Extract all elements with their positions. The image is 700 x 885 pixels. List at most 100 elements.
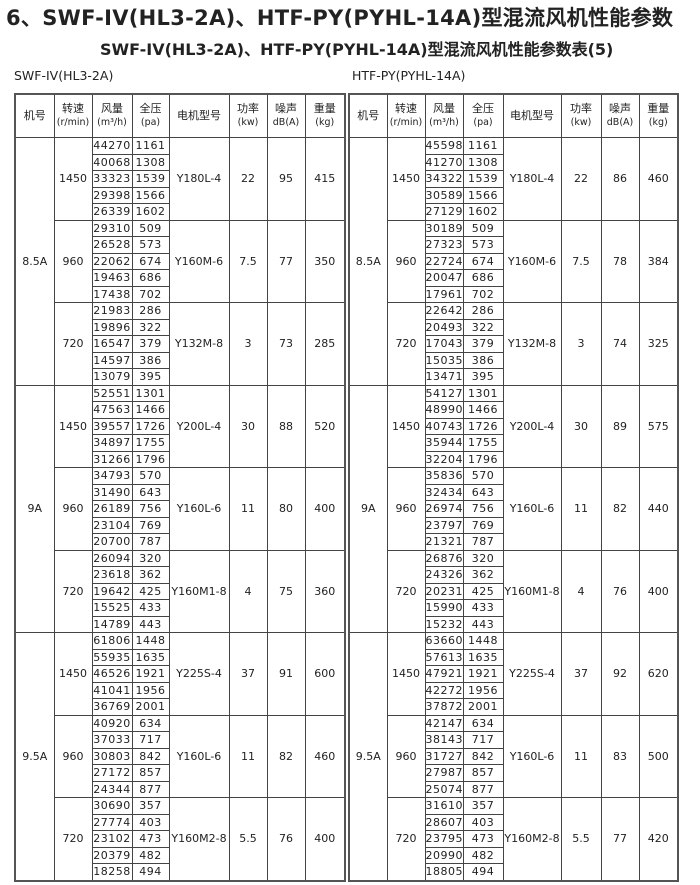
speed-cell: 1450 [53, 137, 93, 221]
airflow-cell: 16547 [91, 335, 133, 353]
header-row: 机号 转速 (r/min) 风量 (m³/h) 全压 (pa) 电机型号 功率 (kw) 噪声 dB(… [14, 93, 346, 138]
fan-model-cell: 9A [14, 384, 55, 633]
header-motor: 电机型号 [168, 93, 230, 138]
header-unit: (kg) [648, 117, 668, 128]
airflow-cell: 45598 [424, 137, 464, 155]
airflow-cell: 23797 [424, 516, 464, 534]
airflow-cell: 31727 [424, 747, 464, 765]
table-row: 14597 386 [15, 351, 345, 369]
motor-cell: Y160M-6 [168, 219, 230, 303]
header-label: 电机型号 [177, 109, 221, 122]
motor-cell: Y160L-6 [502, 714, 562, 798]
airflow-cell: 26339 [91, 203, 133, 221]
noise-cell: 91 [266, 632, 306, 716]
pressure-cell: 1796 [462, 450, 504, 468]
pressure-cell: 1566 [462, 186, 504, 204]
right-table-label: HTF-PY(PYHL-14A) [352, 68, 466, 83]
pressure-cell: 395 [131, 368, 170, 386]
table-row: 26528 573 [15, 236, 345, 254]
pressure-cell: 674 [462, 252, 504, 270]
table-caption: SWF-IV(HL3-2A)、HTF-PY(PYHL-14A)型混流风机性能参数… [100, 40, 614, 59]
page-title: 6、SWF-IV(HL3-2A)、HTF-PY(PYHL-14A)型混流风机性能… [6, 6, 674, 30]
airflow-cell: 57613 [424, 648, 464, 666]
pressure-cell: 509 [131, 219, 170, 237]
header-motor: 电机型号 [502, 93, 562, 138]
airflow-cell: 37033 [91, 731, 133, 749]
pressure-cell: 787 [462, 533, 504, 551]
noise-cell: 77 [266, 219, 306, 303]
table-row: 720 26876 320 Y160M1-8 4 76 400 [349, 549, 679, 633]
speed-cell: 960 [53, 467, 93, 551]
header-unit: (kg) [315, 117, 335, 128]
weight-cell: 415 [304, 137, 346, 221]
airflow-cell: 24326 [424, 566, 464, 584]
pressure-cell: 570 [131, 467, 170, 485]
table-row: 17438 702 [15, 285, 345, 303]
airflow-cell: 48990 [424, 401, 464, 419]
header-noise: 噪声 dB(A) [266, 93, 306, 138]
pressure-cell: 674 [131, 252, 170, 270]
table-row: 30589 1566 [349, 186, 678, 204]
header-power: 功率 (kw) [228, 93, 268, 138]
speed-cell: 960 [386, 714, 426, 798]
power-cell: 22 [560, 137, 602, 221]
speed-cell: 960 [53, 714, 93, 798]
speed-cell: 1450 [386, 384, 426, 468]
pressure-cell: 756 [131, 500, 170, 518]
header-speed: 转速 (r/min) [386, 93, 426, 138]
speed-cell: 720 [386, 302, 426, 386]
pressure-cell: 1161 [131, 137, 170, 155]
motor-cell: Y160M2-8 [502, 797, 562, 881]
pressure-cell: 403 [462, 813, 504, 831]
airflow-cell: 19642 [91, 582, 133, 600]
weight-cell: 325 [638, 302, 679, 386]
airflow-cell: 47921 [424, 665, 464, 683]
table-row: 41270 1308 [349, 153, 678, 171]
header-label: 重量 [313, 102, 336, 115]
pressure-cell: 1726 [462, 417, 504, 435]
power-cell: 5.5 [560, 797, 602, 881]
pressure-cell: 362 [131, 566, 170, 584]
airflow-cell: 30189 [424, 219, 464, 237]
table-row: 720 30690 357 Y160M2-8 5.5 76 400 [15, 797, 346, 881]
noise-cell: 80 [266, 467, 306, 551]
pressure-cell: 769 [131, 516, 170, 534]
airflow-cell: 28607 [424, 813, 464, 831]
pressure-cell: 1956 [462, 681, 504, 699]
header-unit: dB(A) [606, 117, 634, 128]
airflow-cell: 30690 [91, 797, 133, 815]
table-row: 21321 787 [349, 533, 678, 551]
pressure-cell: 1566 [131, 186, 170, 204]
header-label: 风量 [101, 102, 123, 115]
weight-cell: 620 [638, 632, 679, 716]
header-unit: (pa) [473, 117, 493, 128]
table-row: 55935 1635 [15, 648, 345, 666]
table-row: 960 29310 509 Y160M-6 7.5 77 350 [15, 219, 346, 303]
table-row: 27987 857 [349, 764, 678, 782]
pressure-cell: 286 [131, 302, 170, 320]
airflow-cell: 35944 [424, 434, 464, 452]
airflow-cell: 47563 [91, 401, 133, 419]
airflow-cell: 13079 [91, 368, 133, 386]
pressure-cell: 1448 [462, 632, 504, 650]
noise-cell: 74 [600, 302, 640, 386]
airflow-cell: 24344 [91, 780, 133, 798]
table-row: 8.5A 1450 44270 1161 Y180L-4 22 95 415 [14, 137, 346, 386]
table-row: 9A 1450 52551 1301 Y200L-4 30 88 520 [14, 384, 346, 633]
table-row: 18258 494 [15, 863, 345, 881]
airflow-cell: 18258 [91, 863, 133, 881]
pressure-cell: 842 [462, 747, 504, 765]
weight-cell: 440 [638, 467, 679, 551]
pressure-cell: 1466 [462, 401, 504, 419]
pressure-cell: 322 [131, 318, 170, 336]
pressure-cell: 433 [131, 599, 170, 617]
header-unit: dB(A) [272, 117, 300, 128]
noise-cell: 75 [266, 549, 306, 633]
pressure-cell: 386 [462, 351, 504, 369]
table-row: 26189 756 [15, 500, 345, 518]
left-table-label: SWF-IV(HL3-2A) [14, 68, 114, 83]
airflow-cell: 27323 [424, 236, 464, 254]
header-power: 功率 (kw) [560, 93, 602, 138]
table-row: 8.5A 1450 45598 1161 Y180L-4 22 86 460 [348, 137, 679, 386]
airflow-cell: 26876 [424, 549, 464, 567]
